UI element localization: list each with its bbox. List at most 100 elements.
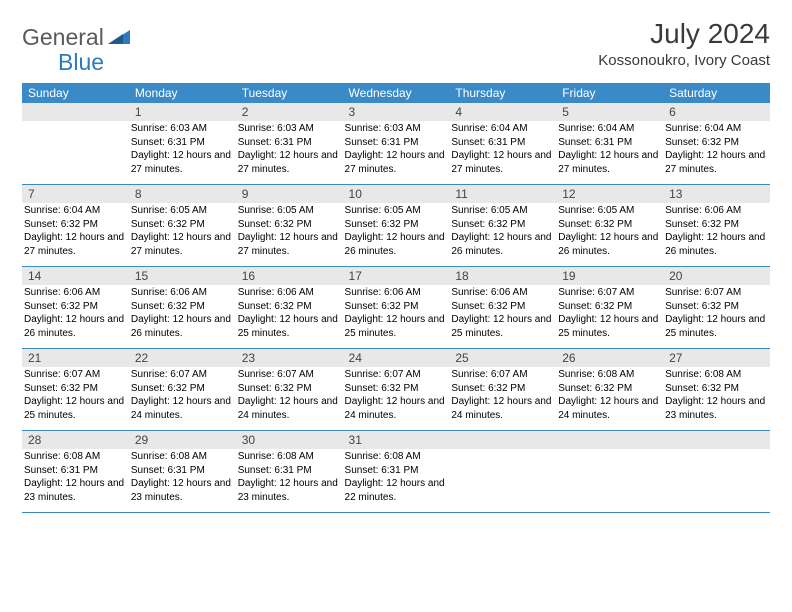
- day-body: Sunrise: 6:07 AMSunset: 6:32 PMDaylight:…: [236, 367, 343, 430]
- calendar-cell: 19Sunrise: 6:07 AMSunset: 6:32 PMDayligh…: [556, 267, 663, 349]
- day-number: 30: [236, 431, 343, 449]
- day-body: Sunrise: 6:03 AMSunset: 6:31 PMDaylight:…: [129, 121, 236, 184]
- calendar-cell: 20Sunrise: 6:07 AMSunset: 6:32 PMDayligh…: [663, 267, 770, 349]
- title-block: July 2024 Kossonoukro, Ivory Coast: [598, 18, 770, 69]
- weekday-header: Tuesday: [236, 83, 343, 103]
- calendar-table: SundayMondayTuesdayWednesdayThursdayFrid…: [22, 83, 770, 513]
- logo: General: [22, 18, 133, 51]
- day-body: Sunrise: 6:05 AMSunset: 6:32 PMDaylight:…: [449, 203, 556, 266]
- day-number: 13: [663, 185, 770, 203]
- day-body: Sunrise: 6:06 AMSunset: 6:32 PMDaylight:…: [236, 285, 343, 348]
- day-number: 16: [236, 267, 343, 285]
- day-number: 21: [22, 349, 129, 367]
- day-body: Sunrise: 6:08 AMSunset: 6:31 PMDaylight:…: [129, 449, 236, 512]
- calendar-row: 1Sunrise: 6:03 AMSunset: 6:31 PMDaylight…: [22, 103, 770, 185]
- weekday-header: Friday: [556, 83, 663, 103]
- day-number: 17: [343, 267, 450, 285]
- day-number: 20: [663, 267, 770, 285]
- day-number: 5: [556, 103, 663, 121]
- day-body: Sunrise: 6:06 AMSunset: 6:32 PMDaylight:…: [343, 285, 450, 348]
- day-body-empty: [449, 449, 556, 472]
- calendar-cell: 24Sunrise: 6:07 AMSunset: 6:32 PMDayligh…: [343, 349, 450, 431]
- calendar-cell: 16Sunrise: 6:06 AMSunset: 6:32 PMDayligh…: [236, 267, 343, 349]
- day-body: Sunrise: 6:05 AMSunset: 6:32 PMDaylight:…: [343, 203, 450, 266]
- day-body: Sunrise: 6:08 AMSunset: 6:31 PMDaylight:…: [343, 449, 450, 512]
- day-number: 22: [129, 349, 236, 367]
- day-body-empty: [663, 449, 770, 472]
- weekday-header: Sunday: [22, 83, 129, 103]
- day-number: 24: [343, 349, 450, 367]
- calendar-cell: 17Sunrise: 6:06 AMSunset: 6:32 PMDayligh…: [343, 267, 450, 349]
- calendar-cell: 8Sunrise: 6:05 AMSunset: 6:32 PMDaylight…: [129, 185, 236, 267]
- logo-text-blue: Blue: [58, 49, 104, 76]
- day-number: 23: [236, 349, 343, 367]
- day-number: 26: [556, 349, 663, 367]
- calendar-cell: 25Sunrise: 6:07 AMSunset: 6:32 PMDayligh…: [449, 349, 556, 431]
- calendar-row: 14Sunrise: 6:06 AMSunset: 6:32 PMDayligh…: [22, 267, 770, 349]
- day-body: Sunrise: 6:03 AMSunset: 6:31 PMDaylight:…: [343, 121, 450, 184]
- day-number: 28: [22, 431, 129, 449]
- calendar-cell: [22, 103, 129, 185]
- weekday-header: Thursday: [449, 83, 556, 103]
- day-number-empty: [663, 431, 770, 449]
- day-body: Sunrise: 6:04 AMSunset: 6:31 PMDaylight:…: [556, 121, 663, 184]
- day-number: 7: [22, 185, 129, 203]
- calendar-cell: 21Sunrise: 6:07 AMSunset: 6:32 PMDayligh…: [22, 349, 129, 431]
- day-number: 31: [343, 431, 450, 449]
- day-body-empty: [556, 449, 663, 472]
- day-body: Sunrise: 6:08 AMSunset: 6:32 PMDaylight:…: [556, 367, 663, 430]
- calendar-cell: [556, 431, 663, 513]
- day-number: 11: [449, 185, 556, 203]
- calendar-cell: 5Sunrise: 6:04 AMSunset: 6:31 PMDaylight…: [556, 103, 663, 185]
- calendar-cell: 13Sunrise: 6:06 AMSunset: 6:32 PMDayligh…: [663, 185, 770, 267]
- calendar-cell: 9Sunrise: 6:05 AMSunset: 6:32 PMDaylight…: [236, 185, 343, 267]
- day-body: Sunrise: 6:07 AMSunset: 6:32 PMDaylight:…: [556, 285, 663, 348]
- day-body: Sunrise: 6:07 AMSunset: 6:32 PMDaylight:…: [663, 285, 770, 348]
- calendar-cell: 11Sunrise: 6:05 AMSunset: 6:32 PMDayligh…: [449, 185, 556, 267]
- calendar-cell: 31Sunrise: 6:08 AMSunset: 6:31 PMDayligh…: [343, 431, 450, 513]
- logo-triangle-icon: [108, 26, 130, 44]
- weekday-header: Wednesday: [343, 83, 450, 103]
- day-body: Sunrise: 6:07 AMSunset: 6:32 PMDaylight:…: [129, 367, 236, 430]
- header: General July 2024 Kossonoukro, Ivory Coa…: [22, 18, 770, 69]
- calendar-cell: 22Sunrise: 6:07 AMSunset: 6:32 PMDayligh…: [129, 349, 236, 431]
- day-body: Sunrise: 6:06 AMSunset: 6:32 PMDaylight:…: [22, 285, 129, 348]
- day-body: Sunrise: 6:06 AMSunset: 6:32 PMDaylight:…: [663, 203, 770, 266]
- logo-text-general: General: [22, 24, 104, 51]
- day-number: 15: [129, 267, 236, 285]
- calendar-body: 1Sunrise: 6:03 AMSunset: 6:31 PMDaylight…: [22, 103, 770, 513]
- day-body-empty: [22, 121, 129, 144]
- calendar-row: 7Sunrise: 6:04 AMSunset: 6:32 PMDaylight…: [22, 185, 770, 267]
- calendar-row: 28Sunrise: 6:08 AMSunset: 6:31 PMDayligh…: [22, 431, 770, 513]
- day-body: Sunrise: 6:04 AMSunset: 6:31 PMDaylight:…: [449, 121, 556, 184]
- day-number: 27: [663, 349, 770, 367]
- weekday-header: Monday: [129, 83, 236, 103]
- day-number: 2: [236, 103, 343, 121]
- calendar-cell: 27Sunrise: 6:08 AMSunset: 6:32 PMDayligh…: [663, 349, 770, 431]
- calendar-cell: 23Sunrise: 6:07 AMSunset: 6:32 PMDayligh…: [236, 349, 343, 431]
- day-number: 12: [556, 185, 663, 203]
- day-number: 18: [449, 267, 556, 285]
- location: Kossonoukro, Ivory Coast: [598, 52, 770, 69]
- calendar-cell: 2Sunrise: 6:03 AMSunset: 6:31 PMDaylight…: [236, 103, 343, 185]
- weekday-header: Saturday: [663, 83, 770, 103]
- calendar-cell: 28Sunrise: 6:08 AMSunset: 6:31 PMDayligh…: [22, 431, 129, 513]
- calendar-cell: 4Sunrise: 6:04 AMSunset: 6:31 PMDaylight…: [449, 103, 556, 185]
- day-body: Sunrise: 6:04 AMSunset: 6:32 PMDaylight:…: [22, 203, 129, 266]
- calendar-cell: [663, 431, 770, 513]
- calendar-cell: 15Sunrise: 6:06 AMSunset: 6:32 PMDayligh…: [129, 267, 236, 349]
- day-number: 10: [343, 185, 450, 203]
- calendar-cell: 12Sunrise: 6:05 AMSunset: 6:32 PMDayligh…: [556, 185, 663, 267]
- day-number: 3: [343, 103, 450, 121]
- day-number-empty: [449, 431, 556, 449]
- day-number: 25: [449, 349, 556, 367]
- day-number: 4: [449, 103, 556, 121]
- calendar-cell: 1Sunrise: 6:03 AMSunset: 6:31 PMDaylight…: [129, 103, 236, 185]
- day-body: Sunrise: 6:07 AMSunset: 6:32 PMDaylight:…: [449, 367, 556, 430]
- calendar-cell: 14Sunrise: 6:06 AMSunset: 6:32 PMDayligh…: [22, 267, 129, 349]
- day-body: Sunrise: 6:06 AMSunset: 6:32 PMDaylight:…: [129, 285, 236, 348]
- day-number: 6: [663, 103, 770, 121]
- calendar-cell: 29Sunrise: 6:08 AMSunset: 6:31 PMDayligh…: [129, 431, 236, 513]
- calendar-head: SundayMondayTuesdayWednesdayThursdayFrid…: [22, 83, 770, 103]
- day-body: Sunrise: 6:08 AMSunset: 6:32 PMDaylight:…: [663, 367, 770, 430]
